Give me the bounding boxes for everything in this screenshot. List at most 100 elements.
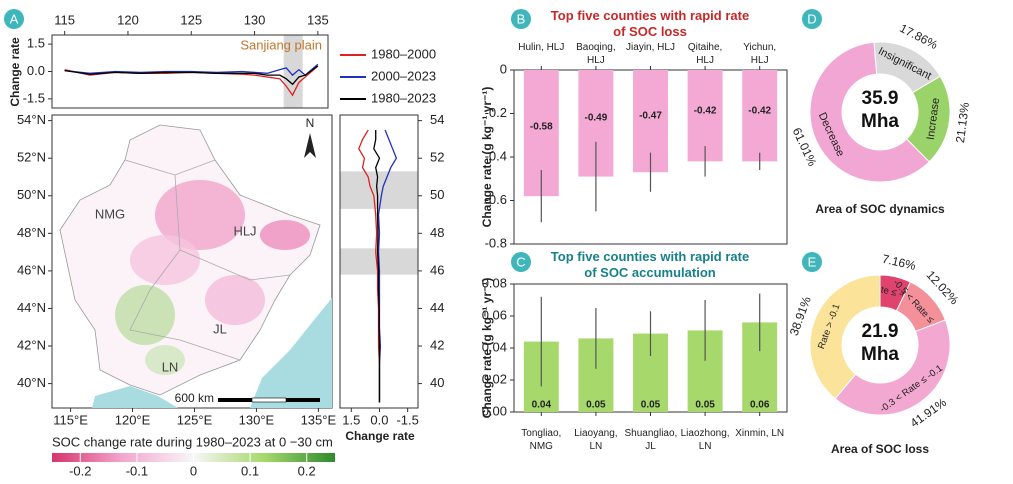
- donut-slice: [834, 319, 951, 416]
- loss-area: [205, 275, 265, 325]
- value-label: 0.04: [532, 400, 552, 411]
- loss-area: [155, 180, 245, 250]
- colorbar-tick-label: 0.2: [298, 463, 316, 478]
- x-tick-label: 130°E: [239, 412, 275, 427]
- region-label: NMG: [95, 206, 125, 221]
- x-tick-label-box: Tongliao, NMG: [521, 428, 562, 452]
- y-tick-label: 46°N: [17, 262, 46, 277]
- y-tick-label: 0.08: [482, 275, 507, 290]
- value-label: -0.47: [639, 111, 662, 122]
- x-tick-label: 120°E: [115, 412, 151, 427]
- north-arrow: [304, 133, 316, 158]
- province-border: [129, 249, 241, 361]
- y-tick-label: -0.6: [485, 192, 507, 207]
- panel-badge: [802, 252, 822, 272]
- map-layout: [51, 114, 333, 409]
- gain-area: [115, 285, 175, 345]
- value-label: 0.06: [750, 400, 770, 411]
- x-tick-label: Tongliao, NMG: [521, 428, 562, 452]
- panel-letter: D: [807, 11, 816, 26]
- chart-title-box: Top five counties with rapid rate of SOC…: [550, 249, 750, 281]
- panel-letter: E: [808, 254, 817, 269]
- x-tick-label: Baoqing, HLJ: [576, 42, 616, 66]
- x-tick-label: Liaozhong, LN: [680, 428, 730, 452]
- panel-badge: [511, 252, 531, 272]
- value-label: 0.05: [586, 400, 606, 411]
- x-tick-label-box: Liaozhong, LN: [680, 428, 730, 452]
- y-tick-label: 0.04: [482, 339, 507, 354]
- region-label: LN: [162, 359, 179, 374]
- y-tick-label: -0.4: [485, 148, 507, 163]
- colorbar-tick-label: 0: [190, 463, 197, 478]
- y-tick-label: 0.06: [482, 307, 507, 322]
- y-tick-label: 42°N: [17, 337, 46, 352]
- legend-label: 2000–2023: [371, 68, 436, 83]
- x-tick-label: Hulin, HLJ: [518, 42, 565, 53]
- colorbar-title: SOC change rate during 1980–2023 at 0 −3…: [52, 434, 333, 449]
- chart-title: Top five counties with rapid rate of SOC…: [550, 8, 750, 40]
- y-tick-label: 50°N: [17, 187, 46, 202]
- y-tick-label: -1.5: [23, 90, 45, 105]
- series-line: [64, 65, 319, 86]
- loss-area: [130, 235, 200, 285]
- x-tick-label-box: Baoqing, HLJ: [576, 42, 616, 66]
- x-tick-label: 125°E: [177, 412, 213, 427]
- x-tick-label: Yichun, HLJ: [743, 42, 777, 66]
- scale-label: 600 km: [175, 391, 214, 405]
- series-line: [377, 129, 398, 403]
- sea: [250, 298, 332, 408]
- center-label-box: 35.9 Mha: [861, 88, 899, 132]
- percent-label: 21.13%: [953, 101, 972, 143]
- x-tick-label: 130: [244, 12, 266, 27]
- chart-title: Top five counties with rapid rate of SOC…: [550, 249, 750, 281]
- y-axis-label: Change rate: [8, 37, 22, 107]
- x-tick-label: Qitaihe, HLJ: [687, 42, 723, 66]
- series-line: [64, 65, 319, 97]
- slice-label: Increase: [925, 97, 942, 140]
- x-tick-label: Shuangliao, JL: [624, 428, 678, 452]
- panel-letter: B: [517, 11, 526, 26]
- colorbar-tick-label: -0.2: [69, 463, 91, 478]
- y-tick-label: 48: [430, 225, 444, 240]
- y-tick-label: 52: [430, 150, 444, 165]
- panel-badge: [4, 9, 24, 29]
- legend-label: 1980–2000: [371, 46, 436, 61]
- x-tick-label: 135: [307, 12, 329, 27]
- y-tick-label: 0: [500, 61, 507, 76]
- value-label: 0.05: [641, 400, 661, 411]
- value-label: -0.42: [748, 106, 771, 117]
- x-tick-label-box: Qitaihe, HLJ: [687, 42, 723, 66]
- x-tick-label: 1.5: [342, 412, 360, 427]
- x-axis-label: Change rate: [345, 429, 415, 443]
- y-tick-label: 0.0: [27, 63, 45, 78]
- x-tick-label: 135°E: [301, 412, 337, 427]
- series-line: [64, 63, 319, 77]
- x-tick-label-box: Shuangliao, JL: [624, 428, 678, 452]
- percent-label: 7.16%: [881, 252, 918, 273]
- x-tick-label-box: Liaoyang, LN: [574, 428, 617, 452]
- region-label: JL: [213, 321, 227, 336]
- y-tick-label: 46: [430, 262, 444, 277]
- y-tick-label: 44°N: [17, 300, 46, 315]
- donut-slice: [809, 274, 881, 400]
- y-tick-label: 52°N: [17, 150, 46, 165]
- y-tick-label: 1.5: [27, 36, 45, 51]
- y-axis-label: Change rate (g kg⁻¹ yr⁻¹): [480, 278, 494, 419]
- bar: [742, 70, 778, 162]
- highlight: [340, 171, 418, 209]
- caption: Area of SOC dynamics: [815, 202, 945, 216]
- y-tick-label: -0.2: [485, 105, 507, 120]
- series-line: [358, 129, 381, 403]
- x-tick-label-box: Xinmin, LN: [735, 428, 784, 439]
- x-tick-label: Jiayin, HLJ: [626, 42, 675, 53]
- x-tick-label: 115°E: [53, 412, 88, 427]
- center-label-box: 21.9 Mha: [861, 321, 899, 365]
- x-tick-label-box: Yichun, HLJ: [743, 42, 777, 66]
- y-axis-label: Change rate (g kg⁻¹ yr⁻¹): [480, 87, 494, 228]
- y-tick-label: 0.00: [482, 403, 507, 418]
- colorbar-tick-label: -0.1: [126, 463, 148, 478]
- value-label: -0.58: [530, 121, 553, 132]
- value-label: 0.05: [695, 400, 715, 411]
- scale-bar: [286, 398, 320, 402]
